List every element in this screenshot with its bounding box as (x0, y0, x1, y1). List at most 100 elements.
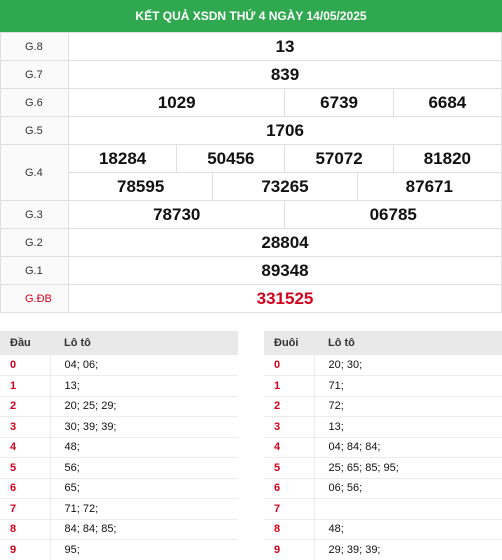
prize-number: 81820 (392, 144, 502, 173)
prize-number: 73265 (212, 172, 358, 201)
loto-row: 3 30; 39; 39; (0, 416, 238, 438)
loto-key: 6 (264, 478, 315, 499)
results-title: KẾT QUẢ XSDN THỨ 4 NGÀY 14/05/2025 (135, 9, 367, 23)
prize-row-g8: G.8 13 (0, 32, 502, 61)
loto-values: 95; (50, 539, 238, 560)
prize-number: 28804 (68, 228, 502, 257)
prize-number: 1706 (68, 116, 502, 145)
loto-key: 5 (264, 457, 315, 479)
loto-values: 13; (50, 375, 238, 397)
prize-number: 06785 (284, 200, 502, 229)
loto-values: 13; (314, 416, 502, 438)
loto-values: 72; (314, 396, 502, 417)
prize-row-g6: G.6 1029 6739 6684 (0, 88, 502, 117)
loto-key: 2 (0, 396, 51, 417)
loto-values (314, 498, 502, 520)
loto-values: 20; 30; (314, 355, 502, 376)
loto-key: 3 (264, 416, 315, 438)
loto-key: 8 (264, 519, 315, 540)
loto-key: 2 (264, 396, 315, 417)
loto-key: 4 (264, 437, 315, 458)
loto-key: 8 (0, 519, 51, 540)
col-loto: Lô tô (314, 331, 502, 355)
loto-values: 04; 06; (50, 355, 238, 376)
loto-key: 0 (264, 355, 315, 376)
prize-number: 50456 (176, 144, 286, 173)
loto-key: 7 (0, 498, 51, 520)
loto-values: 71; (314, 375, 502, 397)
loto-row: 9 95; (0, 539, 238, 560)
prize-row-g1: G.1 89348 (0, 256, 502, 285)
loto-key: 4 (0, 437, 51, 458)
prize-row-g4-a: G.4 18284 50456 57072 81820 (0, 144, 502, 201)
special-prize-number: 331525 (68, 284, 502, 313)
prize-label: G.7 (0, 60, 69, 89)
loto-row: 5 56; (0, 457, 238, 479)
loto-row: 9 29; 39; 39; (264, 539, 502, 560)
prize-row-g3: G.3 78730 06785 (0, 200, 502, 229)
prize-row-g4-b: 78595 73265 87671 (1, 172, 502, 201)
loto-values: 48; (50, 437, 238, 458)
loto-key: 1 (0, 375, 51, 397)
loto-row: 4 48; (0, 437, 238, 458)
prize-label: G.6 (0, 88, 69, 117)
col-dau: Đầu (0, 331, 50, 355)
loto-tail-header: Đuôi Lô tô (264, 331, 502, 355)
col-loto: Lô tô (50, 331, 238, 355)
loto-values: 04; 84; 84; (314, 437, 502, 458)
prize-number: 78595 (67, 172, 214, 201)
prize-number: 6739 (284, 88, 394, 117)
loto-values: 65; (50, 478, 238, 499)
prize-number: 78730 (67, 200, 286, 229)
loto-row: 5 25; 65; 85; 95; (264, 457, 502, 479)
loto-row: 2 20; 25; 29; (0, 396, 238, 417)
prize-number: 57072 (284, 144, 394, 173)
loto-row: 4 04; 84; 84; (264, 437, 502, 458)
loto-tail-panel: Đuôi Lô tô 0 20; 30; 1 71; 2 72; 3 13; 4 04; … (264, 331, 502, 560)
loto-row: 1 71; (264, 375, 502, 397)
loto-row: 1 13; (0, 375, 238, 397)
loto-row: 8 84; 84; 85; (0, 519, 238, 540)
loto-key: 0 (0, 355, 51, 376)
prize-row-g5: G.5 1706 (0, 116, 502, 145)
prize-label: G.4 (0, 144, 69, 201)
prize-label: G.8 (0, 32, 69, 61)
prize-label: G.2 (0, 228, 69, 257)
loto-key: 9 (0, 539, 51, 560)
prize-label: G.3 (0, 200, 69, 229)
loto-row: 0 20; 30; (264, 355, 502, 376)
loto-row: 7 71; 72; (0, 498, 238, 520)
loto-key: 3 (0, 416, 51, 438)
prize-number: 89348 (68, 256, 502, 285)
loto-values: 56; (50, 457, 238, 479)
loto-values: 29; 39; 39; (314, 539, 502, 560)
loto-values: 48; (314, 519, 502, 540)
loto-row: 7 (264, 498, 502, 520)
loto-key: 1 (264, 375, 315, 397)
prize-label: G.5 (0, 116, 69, 145)
loto-row: 2 72; (264, 396, 502, 417)
loto-values: 25; 65; 85; 95; (314, 457, 502, 479)
prize-number: 1029 (67, 88, 286, 117)
prize-label: G.1 (0, 256, 69, 285)
loto-values: 06; 56; (314, 478, 502, 499)
prize-table: G.8 13 G.7 839 G.6 1029 6739 6684 G.5 17… (0, 32, 502, 313)
loto-key: 6 (0, 478, 51, 499)
loto-key: 9 (264, 539, 315, 560)
prize-number: 839 (68, 60, 502, 89)
prize-number: 6684 (392, 88, 502, 117)
loto-values: 84; 84; 85; (50, 519, 238, 540)
loto-key: 7 (264, 498, 315, 520)
loto-row: 6 06; 56; (264, 478, 502, 499)
prize-row-g7: G.7 839 (0, 60, 502, 89)
loto-head-header: Đầu Lô tô (0, 331, 238, 355)
col-duoi: Đuôi (264, 331, 314, 355)
loto-tail-table: Đuôi Lô tô 0 20; 30; 1 71; 2 72; 3 13; 4 04; … (264, 331, 502, 560)
loto-row: 6 65; (0, 478, 238, 499)
loto-head-panel: Đầu Lô tô 0 04; 06; 1 13; 2 20; 25; 29; 3 30… (0, 331, 238, 560)
loto-values: 20; 25; 29; (50, 396, 238, 417)
prize-label-special: G.ĐB (0, 284, 69, 313)
prize-number: 18284 (67, 144, 178, 173)
prize-row-special: G.ĐB 331525 (0, 284, 502, 313)
loto-row: 0 04; 06; (0, 355, 238, 376)
